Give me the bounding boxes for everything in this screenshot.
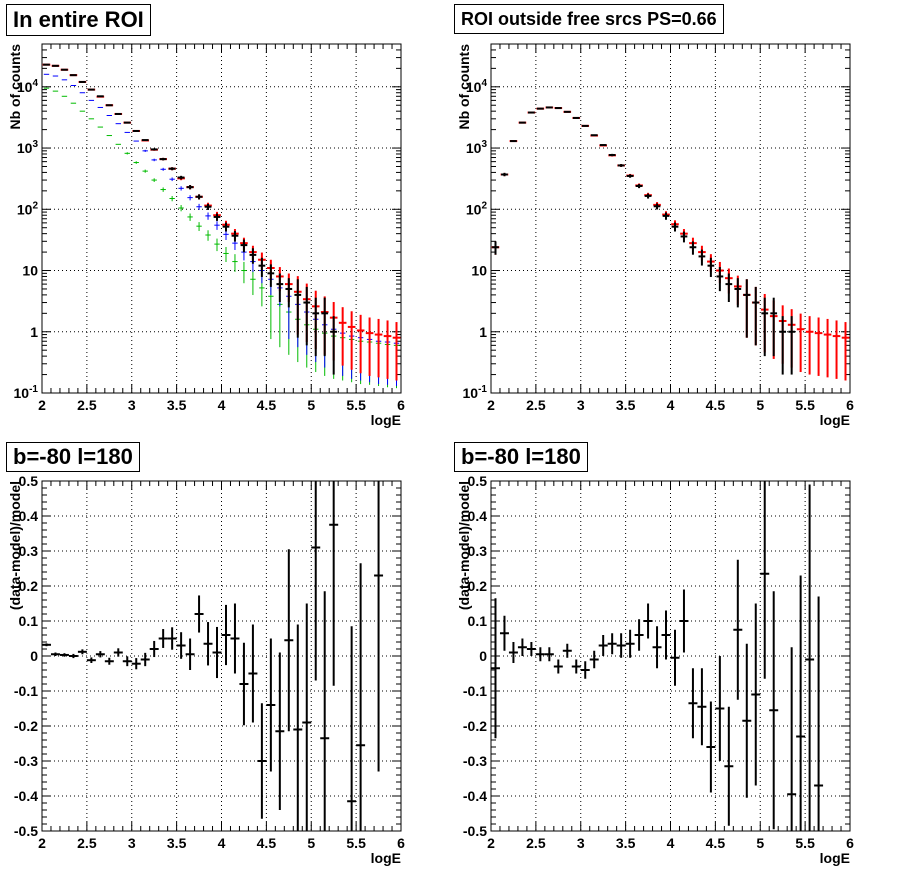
x-tick-label: 2.5	[526, 397, 546, 413]
x-tick-label: 3	[128, 397, 136, 413]
y-axis-label: (data-model)/model	[7, 481, 23, 610]
x-tick-label: 6	[846, 397, 854, 413]
x-tick-label: 5	[756, 835, 764, 851]
x-tick-label: 5.5	[346, 835, 366, 851]
x-tick-label: 5.5	[795, 835, 815, 851]
y-tick-label: -0.5	[14, 823, 38, 839]
x-tick-label: 4	[218, 397, 226, 413]
y-tick-label: 0.2	[19, 578, 39, 594]
series-data	[43, 63, 338, 375]
x-tick-label: 4.5	[706, 397, 726, 413]
x-tick-label: 3	[577, 397, 585, 413]
x-tick-label: 4.5	[706, 835, 726, 851]
x-tick-label: 5.5	[795, 397, 815, 413]
y-tick-label: 0.5	[468, 473, 488, 489]
x-axis-label: logE	[820, 412, 850, 428]
panel-2: 2 2.5 3 3.5 4 4.5 5 5.5 6 10-1 1 10 102 103 104 logE Nb …	[456, 43, 854, 428]
y-tick-label: 103	[17, 139, 39, 156]
series-blue_model	[43, 73, 400, 387]
x-tick-label: 2	[38, 835, 46, 851]
y-axis-label: Nb of counts	[456, 44, 472, 130]
y-tick-label: 10-1	[14, 384, 39, 401]
panel-1: 2 2.5 3 3.5 4 4.5 5 5.5 6 10-1 1 10 102 103 104 logE Nb …	[7, 43, 405, 428]
y-tick-label: -0.2	[463, 718, 487, 734]
y-tick-label: 102	[17, 200, 39, 217]
x-tick-label: 2	[38, 397, 46, 413]
plot-frame	[41, 43, 402, 394]
x-axis-label: logE	[371, 850, 401, 866]
x-tick-label: 4	[667, 835, 675, 851]
x-tick-label: 6	[397, 835, 405, 851]
series-data	[492, 106, 796, 375]
y-tick-label: 0.1	[468, 613, 488, 629]
y-tick-label: 102	[466, 200, 488, 217]
y-tick-label: 0	[30, 648, 38, 664]
series-green_model	[43, 87, 400, 389]
y-tick-label: 0.1	[19, 613, 39, 629]
x-tick-label: 4	[667, 397, 675, 413]
x-tick-label: 3.5	[616, 835, 636, 851]
x-tick-label: 5	[756, 397, 764, 413]
y-tick-label: 10	[22, 263, 38, 279]
y-axis-label: (data-model)/model	[456, 481, 472, 610]
y-tick-label: 103	[466, 139, 488, 156]
panel-4: 2 2.5 3 3.5 4 4.5 5 5.5 6 -0.5 -0.4 -0.3 -0.2 -0.1 0 0.…	[456, 473, 854, 866]
x-tick-label: 6	[846, 835, 854, 851]
y-tick-label: 10	[471, 263, 487, 279]
plot-frame	[41, 480, 402, 832]
y-tick-label: 104	[466, 78, 488, 95]
x-tick-label: 3	[577, 835, 585, 851]
y-tick-label: 10-1	[463, 384, 488, 401]
y-tick-label: 0.4	[468, 508, 488, 524]
x-tick-label: 3	[128, 835, 136, 851]
series-data	[491, 481, 824, 831]
y-tick-label: 1	[30, 324, 38, 340]
x-tick-label: 3.5	[167, 835, 187, 851]
y-axis-label: Nb of counts	[7, 44, 23, 130]
x-tick-label: 4	[218, 835, 226, 851]
plot-frame	[490, 480, 851, 832]
x-tick-label: 6	[397, 397, 405, 413]
x-tick-label: 2	[487, 397, 495, 413]
y-tick-label: 0	[479, 648, 487, 664]
y-tick-label: 1	[479, 324, 487, 340]
series-data	[42, 481, 384, 831]
y-tick-label: -0.2	[14, 718, 38, 734]
y-tick-label: -0.1	[463, 683, 487, 699]
x-tick-label: 2.5	[77, 835, 97, 851]
y-tick-label: 0.3	[19, 543, 39, 559]
x-axis-label: logE	[371, 412, 401, 428]
x-tick-label: 3.5	[167, 397, 187, 413]
x-tick-label: 2	[487, 835, 495, 851]
y-tick-label: 0.5	[19, 473, 39, 489]
y-tick-label: 0.2	[468, 578, 488, 594]
x-tick-label: 2.5	[526, 835, 546, 851]
x-tick-label: 5	[307, 397, 315, 413]
panel-4-title: b=-80 l=180	[454, 442, 588, 472]
x-tick-label: 5.5	[346, 397, 366, 413]
panel-1-title: In entire ROI	[6, 4, 151, 36]
y-tick-label: -0.4	[463, 788, 487, 804]
y-tick-label: -0.1	[14, 683, 38, 699]
panel-3: 2 2.5 3 3.5 4 4.5 5 5.5 6 -0.5 -0.4 -0.3 -0.2 -0.1 0 0.…	[7, 473, 405, 866]
y-tick-label: -0.4	[14, 788, 38, 804]
y-tick-label: -0.3	[14, 753, 38, 769]
panel-3-title: b=-80 l=180	[6, 442, 140, 472]
x-tick-label: 2.5	[77, 397, 97, 413]
x-tick-label: 3.5	[616, 397, 636, 413]
y-tick-label: 104	[17, 78, 39, 95]
y-tick-label: -0.5	[463, 823, 487, 839]
x-tick-label: 4.5	[257, 397, 277, 413]
y-tick-label: 0.3	[468, 543, 488, 559]
x-tick-label: 5	[307, 835, 315, 851]
y-tick-label: 0.4	[19, 508, 39, 524]
x-tick-label: 4.5	[257, 835, 277, 851]
y-tick-label: -0.3	[463, 753, 487, 769]
x-axis-label: logE	[820, 850, 850, 866]
plot-frame	[490, 43, 851, 394]
panel-2-title: ROI outside free srcs PS=0.66	[454, 4, 724, 34]
